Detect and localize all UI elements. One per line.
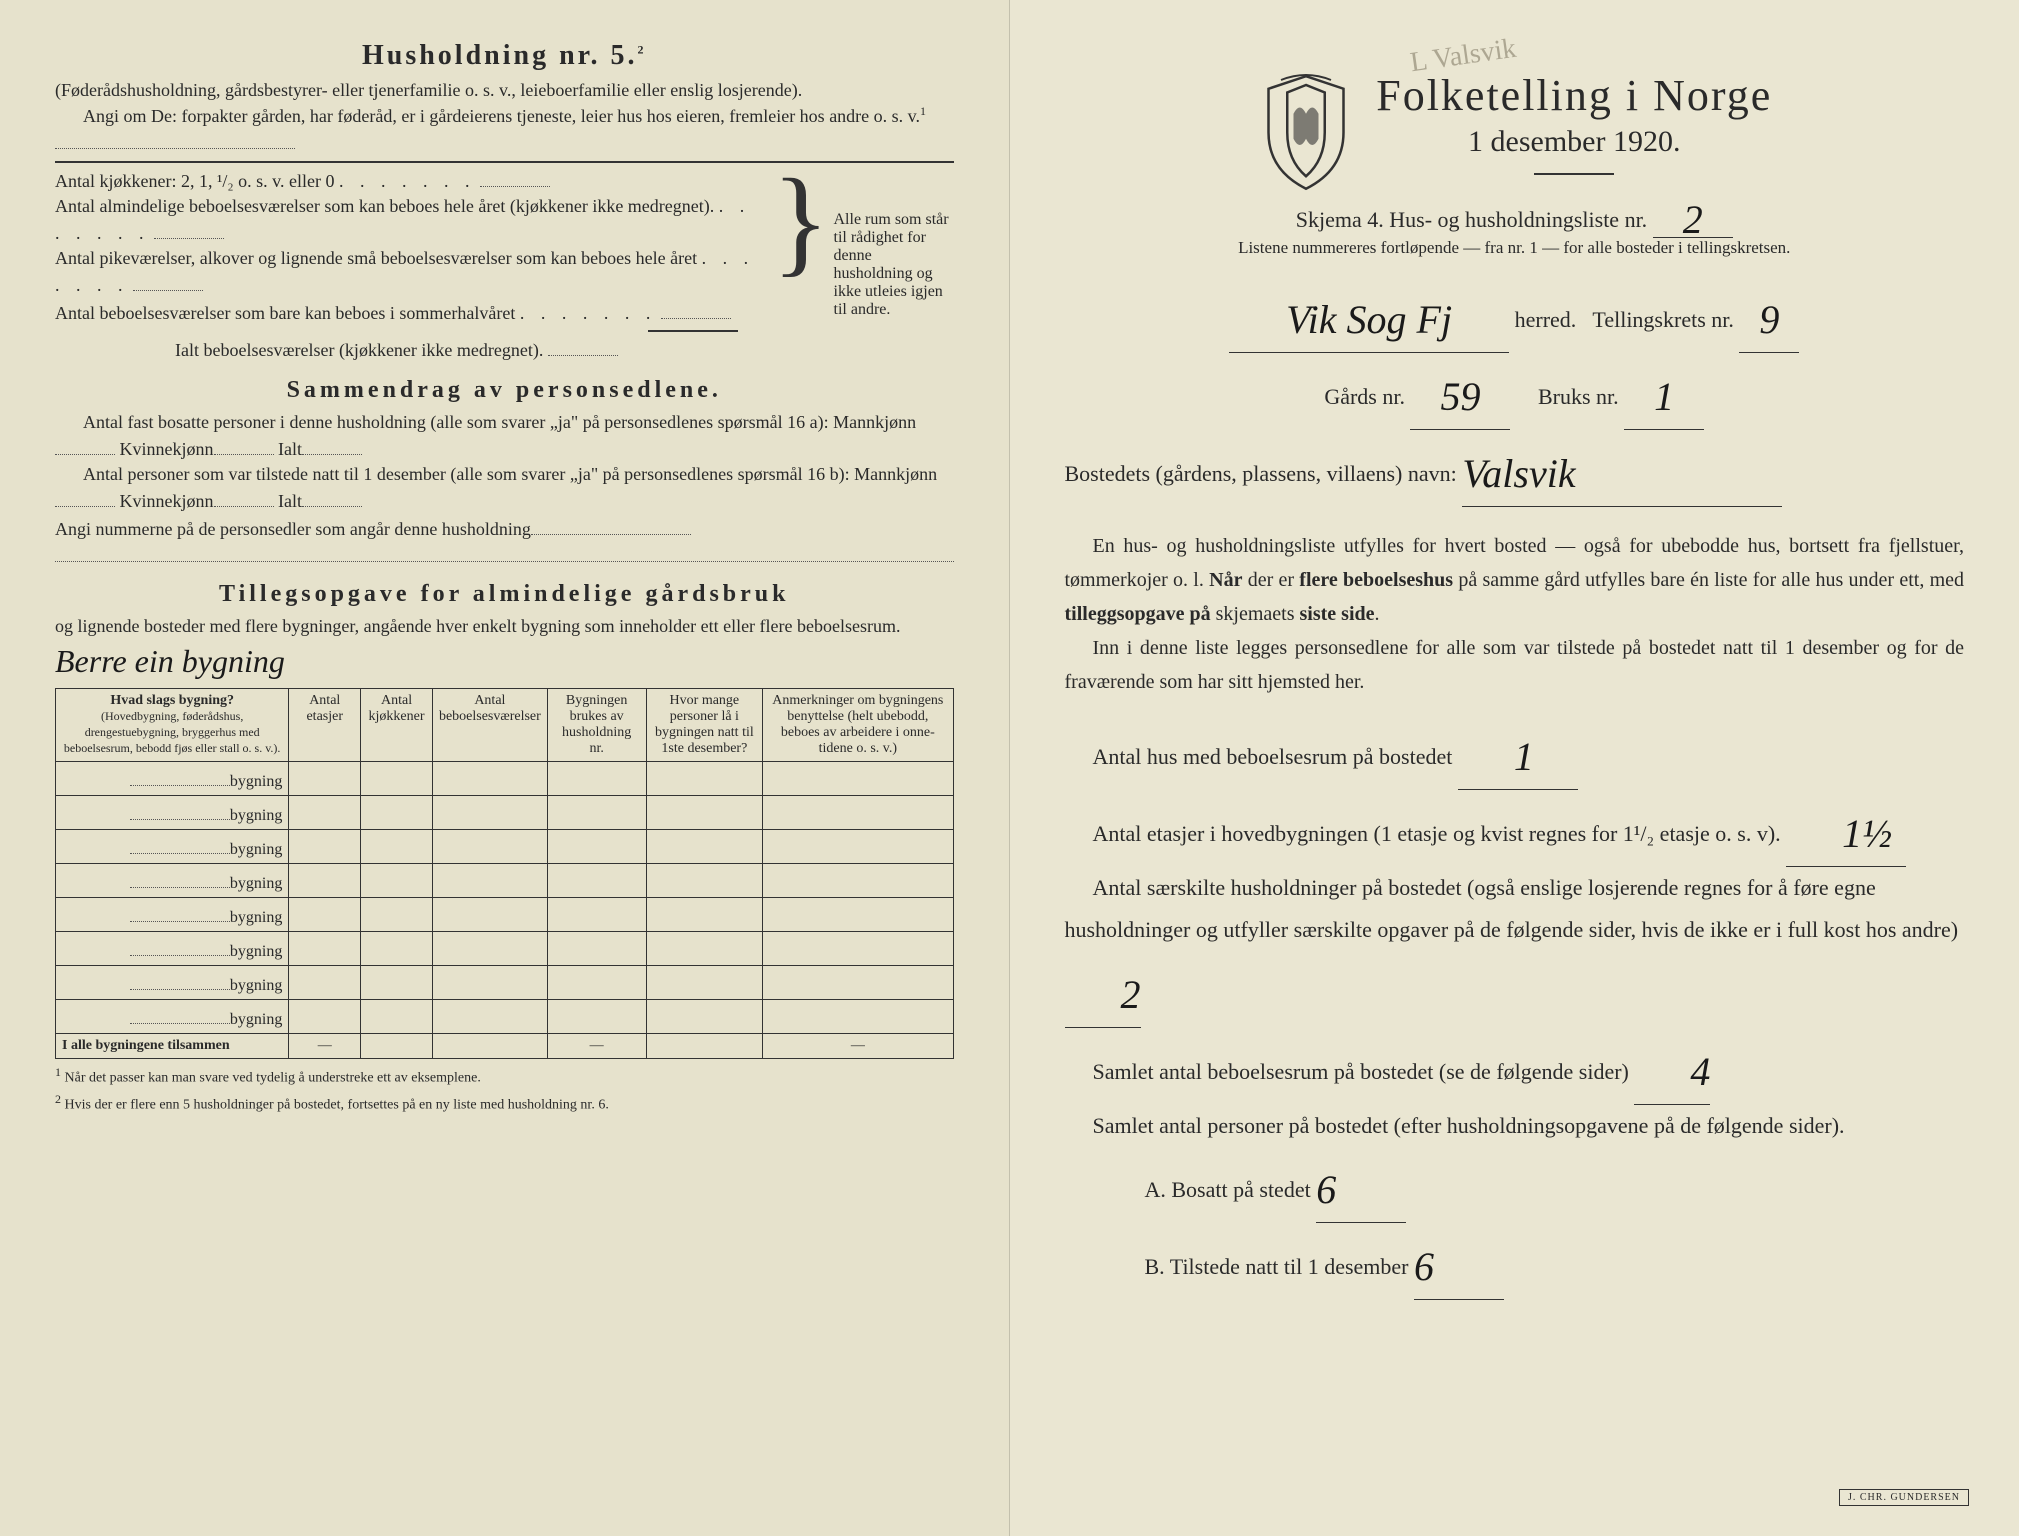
q4-value: 4 [1662,1034,1710,1110]
q3-value: 2 [1093,957,1141,1033]
q2-line: Antal etasjer i hovedbygningen (1 etasje… [1065,790,1965,867]
bygning-table: Hvad slags bygning? (Hovedbygning, føder… [55,688,954,1059]
brace-symbol: } [768,167,834,363]
listene-note: Listene nummereres fortløpende — fra nr.… [1065,238,1965,258]
alm-rooms-3: Antal beboelsesværelser som bare kan beb… [55,299,768,326]
h5-paragraph-2: Angi om De: forpakter gården, har føderå… [55,103,954,156]
table-row: bygning [56,829,954,863]
tillegs-sub: og lignende bosteder med flere bygninger… [55,614,954,684]
alm-rooms-1: Antal almindelige beboelsesværelser som … [55,194,768,246]
kjokkener-line: Antal kjøkkener: 2, 1, ¹/₂ o. s. v. elle… [55,167,768,194]
skjema-line: Skjema 4. Hus- og husholdningsliste nr. … [1065,190,1965,238]
bruk-value: 1 [1654,359,1674,435]
gard-value: 59 [1440,359,1480,435]
left-page: Husholdning nr. 5.2 (Føderådshusholdning… [0,0,1010,1536]
tillegs-title: Tillegsopgave for almindelige gårdsbruk [55,581,954,608]
table-row: bygning [56,863,954,897]
sammendrag-title: Sammendrag av personsedlene. [55,377,954,404]
coat-of-arms-icon [1256,70,1356,190]
q3-line: Antal særskilte husholdninger på bostede… [1065,867,1965,1028]
short-rule [1534,173,1614,175]
bosted-value: Valsvik [1462,436,1575,512]
date-subtitle: 1 desember 1920. [1376,125,1772,159]
table-row: bygning [56,897,954,931]
h5-paragraph-1: (Føderådshusholdning, gårdsbestyrer- ell… [55,78,954,103]
th-anmerk: Anmerkninger om bygningens benyttelse (h… [763,688,953,761]
instruction-p1: En hus- og husholdningsliste utfylles fo… [1065,529,1965,631]
sum-row-label: I alle bygningene tilsammen [56,1033,289,1058]
q4-line: Samlet antal beboelsesrum på bostedet (s… [1065,1028,1965,1105]
ialt-line: Ialt beboelsesværelser (kjøkkener ikke m… [55,336,768,363]
qB-value: 6 [1414,1229,1434,1305]
th-personer: Hvor mange personer lå i bygningen natt … [646,688,763,761]
instruction-p2: Inn i denne liste legges personsedlene f… [1065,631,1965,699]
q5-line: Samlet antal personer på bostedet (efter… [1065,1105,1965,1147]
table-row: bygning [56,965,954,999]
table-row: bygning [56,795,954,829]
th-kjokkener: Antal kjøkkener [361,688,433,761]
gard-bruk-line: Gårds nr. 59 Bruks nr. 1 [1065,353,1965,430]
main-title: Folketelling i Norge [1376,70,1772,121]
qB-line: B. Tilstede natt til 1 desember 6 [1065,1223,1965,1300]
herred-value: Vik Sog Fj [1286,282,1452,358]
alm-rooms-2: Antal pikeværelser, alkover og lignende … [55,246,768,298]
q2-value: 1½ [1814,796,1892,872]
angi-nummerne: Angi nummerne på de personsedler som ang… [55,515,954,542]
footnote-1: 1 Når det passer kan man svare ved tydel… [55,1065,954,1087]
krets-value: 9 [1759,282,1779,358]
bosted-line: Bostedets (gårdens, plassens, villaens) … [1065,430,1965,507]
table-row: bygning [56,931,954,965]
qA-value: 6 [1316,1152,1336,1228]
th-etasjer: Antal etasjer [289,688,361,761]
brace-note: Alle rum som står til rådighet for denne… [834,167,954,363]
th-bygning-type: Hvad slags bygning? (Hovedbygning, føder… [56,688,289,761]
table-row: bygning [56,999,954,1033]
samm-line-2: Antal personer som var tilstede natt til… [55,462,954,514]
qA-line: A. Bosatt på stedet 6 [1065,1146,1965,1223]
tillegs-handwritten: Berre ein bygning [55,639,285,684]
room-count-block: Antal kjøkkener: 2, 1, ¹/₂ o. s. v. elle… [55,167,954,363]
th-brukes: Bygningen brukes av husholdning nr. [547,688,646,761]
right-page: L Valsvik Folketelling i Norge 1 desembe… [1010,0,2019,1536]
liste-nr-value: 2 [1683,196,1703,243]
husholdning-5-title: Husholdning nr. 5.2 [55,40,954,72]
q1-value: 1 [1486,719,1534,795]
th-beboelses: Antal beboelsesværelser [432,688,547,761]
q1-line: Antal hus med beboelsesrum på bostedet 1 [1065,713,1965,790]
footnote-2: 2 Hvis der er flere enn 5 husholdninger … [55,1092,954,1114]
table-row: bygning [56,761,954,795]
herred-line: Vik Sog Fj herred. Tellingskrets nr. 9 [1065,276,1965,353]
printer-stamp: J. CHR. GUNDERSEN [1839,1489,1969,1506]
samm-line-1: Antal fast bosatte personer i denne hush… [55,410,954,462]
